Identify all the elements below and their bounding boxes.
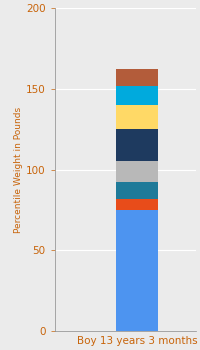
Y-axis label: Percentile Weight in Pounds: Percentile Weight in Pounds <box>14 106 23 233</box>
Bar <box>116 182 158 198</box>
Bar <box>116 198 158 210</box>
Bar <box>116 210 158 331</box>
Bar <box>116 86 158 105</box>
Bar <box>116 70 158 86</box>
Bar <box>116 129 158 161</box>
Bar <box>116 161 158 182</box>
Bar <box>116 105 158 129</box>
